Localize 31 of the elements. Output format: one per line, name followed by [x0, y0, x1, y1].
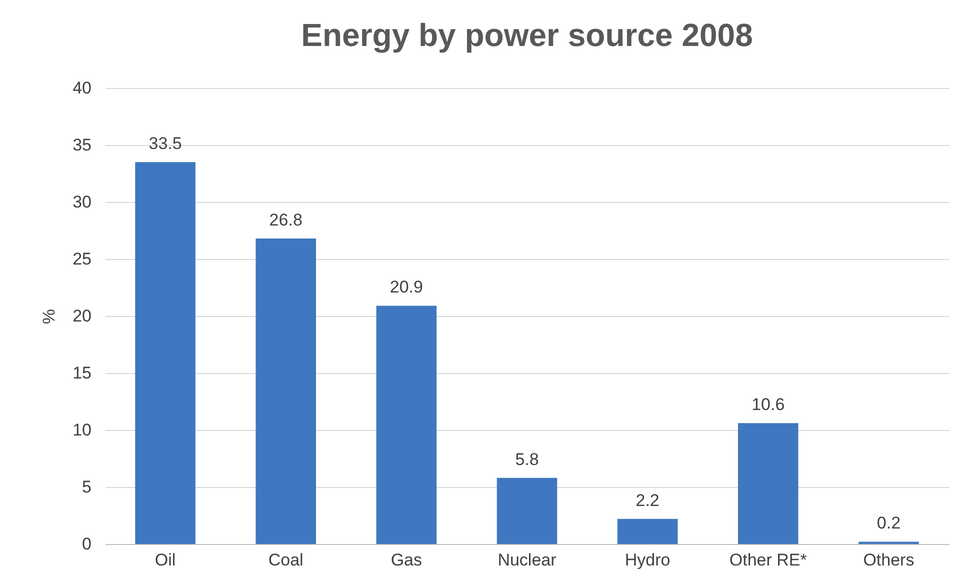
y-axis-title: %	[40, 308, 59, 324]
y-tick-label: 5	[82, 478, 92, 496]
bar	[617, 518, 678, 544]
bar	[496, 478, 558, 544]
data-label: 10.6	[752, 395, 785, 414]
data-label: 2.2	[636, 490, 660, 510]
x-tick-label: Others	[863, 550, 914, 570]
data-label: 33.5	[148, 134, 182, 154]
x-tick-label: Hydro	[624, 550, 670, 570]
x-tick-label: Coal	[268, 550, 304, 570]
y-tick-label: 0	[82, 534, 92, 554]
data-label: 5.8	[515, 450, 539, 469]
bar	[376, 306, 437, 544]
data-label: 20.9	[390, 278, 423, 297]
x-tick-label: Oil	[154, 550, 176, 570]
y-tick-label: 40	[72, 78, 92, 98]
x-tick-label: Other RE*	[729, 550, 808, 570]
bar	[738, 423, 798, 544]
x-tick-label: Gas	[390, 550, 422, 570]
y-tick-label: 10	[72, 420, 92, 440]
bar	[135, 162, 196, 544]
chart-title: Energy by power source 2008	[301, 17, 753, 53]
y-tick-label: 30	[72, 192, 92, 212]
x-tick-label: Nuclear	[498, 550, 557, 570]
data-label: 26.8	[269, 210, 302, 230]
y-tick-label: 35	[72, 136, 92, 154]
y-tick-label: 25	[72, 250, 92, 268]
data-label: 0.2	[876, 514, 901, 533]
bar	[256, 238, 316, 544]
y-tick-label: 20	[72, 306, 92, 326]
y-tick-label: 15	[72, 364, 92, 382]
